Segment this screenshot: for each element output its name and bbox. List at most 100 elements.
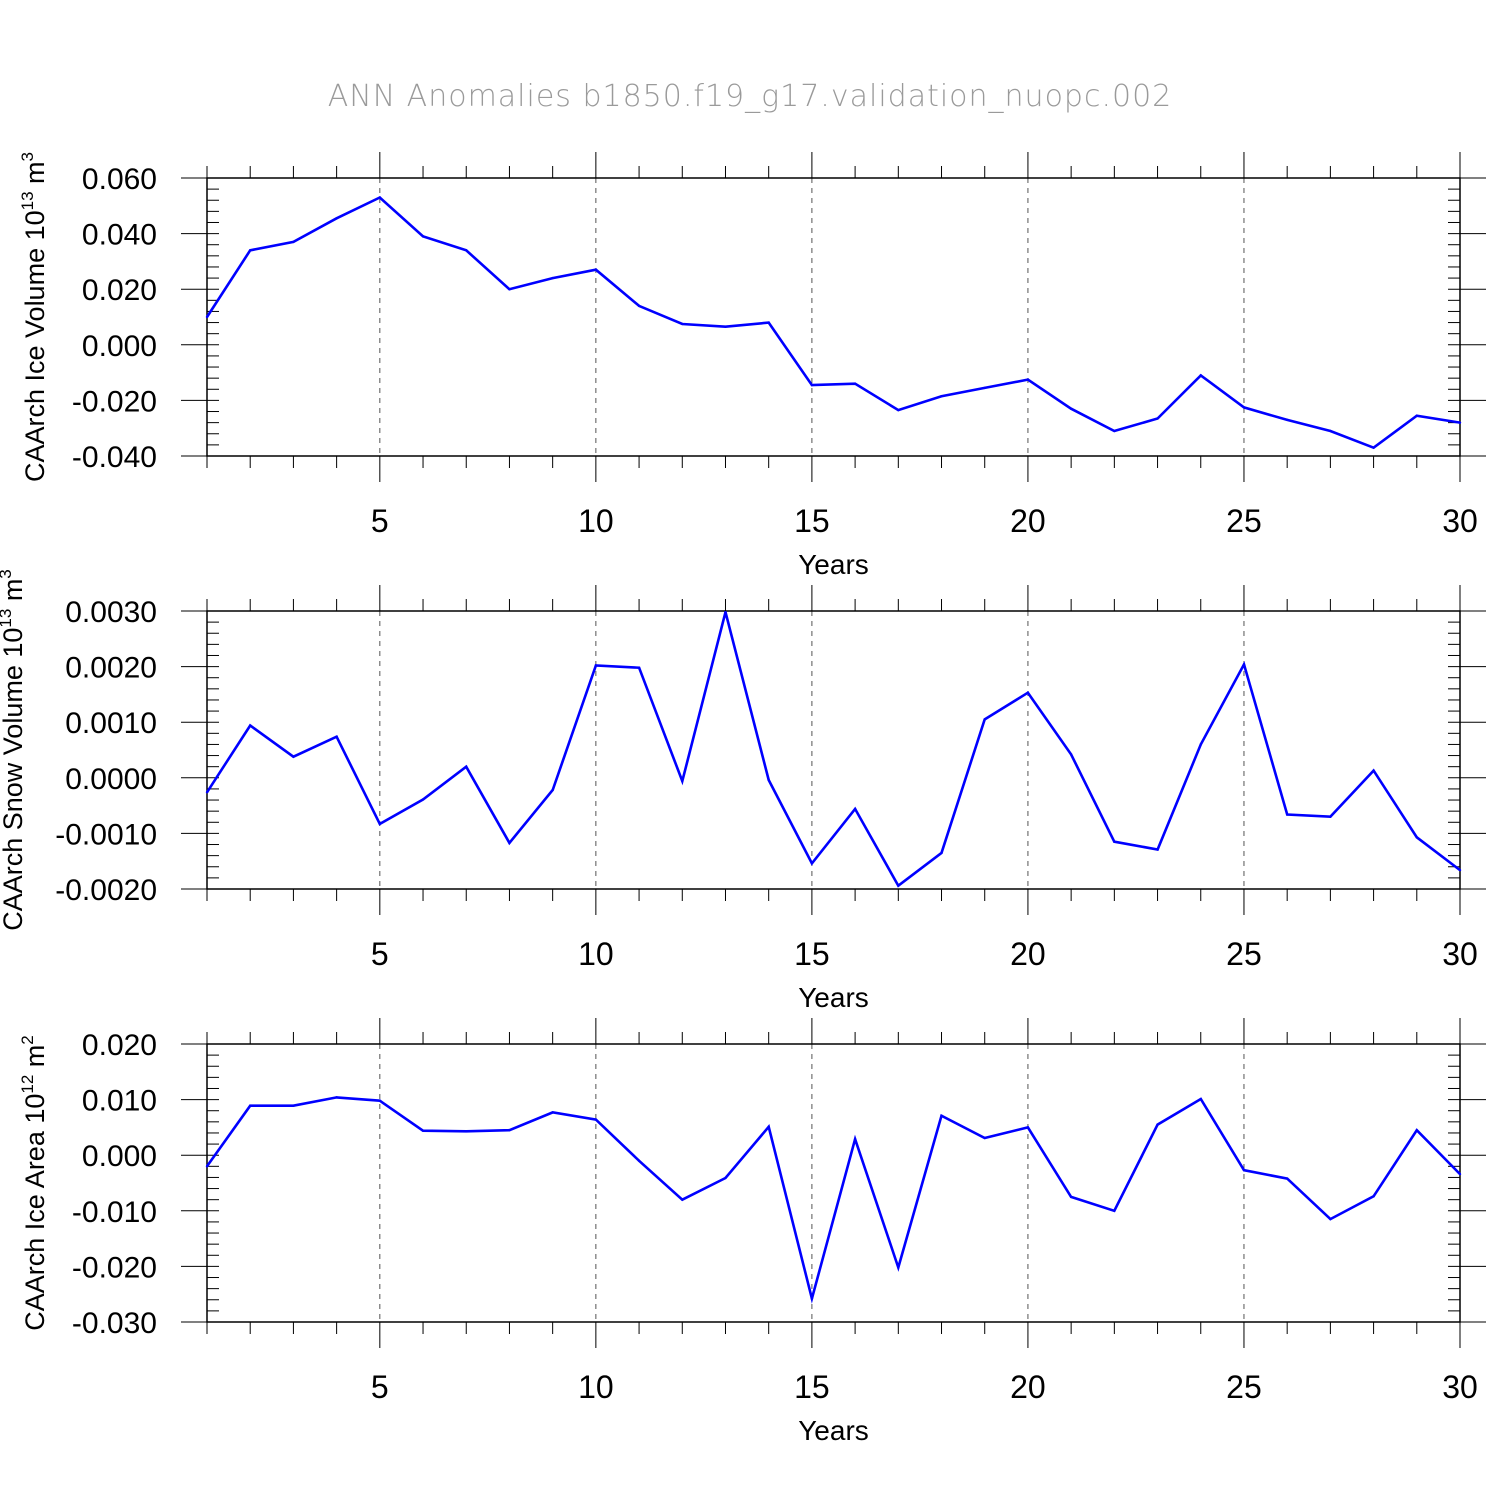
data-point: [421, 798, 425, 801]
plot-frame: [206, 610, 1461, 890]
y-tick-label: 0.0020: [65, 652, 157, 685]
panel-ice-area: -0.030 -0.020 -0.010 0.000 0.010 0.020 5 10 15 20…: [18, 1018, 1486, 1446]
data-point: [1458, 868, 1462, 872]
data-point: [983, 1136, 986, 1140]
data-point: [940, 1114, 943, 1117]
data-point: [1199, 743, 1202, 746]
y-axis-title: CAArch Snow Volume 1013 m3: [0, 569, 28, 931]
data-point: [1372, 769, 1375, 772]
y-tick-label: 0.000: [82, 330, 157, 363]
data-point: [767, 778, 770, 782]
y-axis-title-unit_exp: 3: [18, 152, 37, 161]
x-axis-title: Years: [798, 1415, 869, 1446]
y-axis-title-text: CAArch Snow Volume 10: [0, 628, 28, 931]
data-point: [1242, 663, 1246, 666]
data-point: [897, 1266, 900, 1269]
data-point: [205, 791, 209, 794]
data-point: [508, 1128, 511, 1132]
data-point: [1415, 1128, 1418, 1132]
data-point: [378, 822, 382, 826]
data-point: [292, 755, 295, 758]
data-point: [292, 240, 295, 244]
x-tick-label: 30: [1442, 936, 1478, 972]
data-point: [983, 386, 986, 390]
y-tick-label: 0.020: [82, 1029, 157, 1062]
data-point: [249, 1104, 252, 1107]
data-point: [1026, 1126, 1030, 1129]
data-point: [1199, 374, 1202, 377]
panels: -0.040 -0.020 0.000 0.020 0.040 0.060 5 10 15 20 2…: [0, 152, 1486, 1446]
y-tick-label: 0.040: [82, 219, 157, 252]
data-point: [205, 315, 209, 319]
y-tick-label: -0.020: [72, 1251, 157, 1284]
x-tick-label: 10: [578, 936, 614, 972]
x-tick-label: 15: [794, 1369, 830, 1405]
y-tick-label: -0.020: [72, 385, 157, 418]
data-point: [1156, 1123, 1159, 1126]
x-tick-label: 15: [794, 936, 830, 972]
y-axis-title-unit: m: [20, 161, 50, 191]
y-axis-title-exp: 12: [18, 1075, 37, 1094]
data-point: [810, 1297, 814, 1300]
data-point: [897, 408, 900, 412]
data-point: [1415, 836, 1418, 839]
data-point: [1242, 1169, 1246, 1172]
data-point: [551, 1111, 554, 1114]
data-point: [1372, 1195, 1375, 1198]
data-point: [637, 1159, 641, 1162]
y-tick-label: 0.0030: [65, 596, 157, 629]
y-axis-title: CAArch Ice Volume 1013 m3: [18, 152, 50, 482]
y-tick-label: 0.0000: [65, 763, 157, 796]
data-point: [1329, 815, 1332, 818]
data-point: [1329, 429, 1332, 433]
x-tick-label: 25: [1226, 936, 1262, 972]
data-point: [853, 1137, 857, 1141]
data-point: [1069, 753, 1073, 756]
data-point: [1285, 1177, 1289, 1180]
y-tick-label: -0.010: [72, 1196, 157, 1229]
data-point: [1285, 813, 1289, 816]
y-tick-label: 0.010: [82, 1085, 157, 1118]
data-point: [1458, 1172, 1462, 1176]
series-line-snow-volume: [205, 611, 1461, 888]
y-axis-title-unit_exp: 3: [0, 569, 15, 578]
data-point: [1026, 691, 1030, 694]
y-tick-label: -0.0020: [55, 874, 157, 907]
y-axis-title: CAArch Ice Area 1012 m2: [18, 1035, 50, 1331]
y-axis-title-unit_exp: 2: [18, 1035, 37, 1044]
data-point: [853, 382, 857, 385]
data-point: [767, 321, 770, 324]
data-point: [205, 1165, 209, 1168]
x-tick-label: 10: [578, 503, 614, 539]
data-point: [940, 395, 943, 398]
data-point: [810, 383, 814, 387]
x-tick-label: 5: [371, 936, 389, 972]
data-point: [1329, 1217, 1332, 1221]
data-point: [1069, 407, 1073, 410]
data-point: [1285, 418, 1289, 422]
data-point: [1026, 378, 1030, 381]
y-tick-label: 0.0010: [65, 707, 157, 740]
x-axis-title: Years: [798, 982, 869, 1013]
y-tick-label: -0.030: [72, 1307, 157, 1340]
data-point: [1113, 840, 1116, 843]
data-point: [1069, 1195, 1073, 1199]
data-point: [637, 304, 641, 308]
data-point: [378, 1099, 382, 1102]
x-tick-label: 15: [794, 503, 830, 539]
data-point: [637, 666, 641, 669]
y-axis-title-text: CAArch Ice Area 10: [20, 1094, 50, 1331]
data-point: [681, 1198, 684, 1201]
data-point: [551, 788, 554, 792]
data-point: [767, 1125, 770, 1129]
y-tick-label: -0.0010: [55, 818, 157, 851]
data-point: [421, 235, 425, 238]
data-point: [1415, 414, 1418, 417]
y-axis-title-unit: m: [20, 1045, 50, 1075]
data-point: [508, 288, 511, 291]
data-point: [1372, 446, 1375, 449]
data-point: [465, 765, 468, 768]
chart-title: ANN Anomalies b1850.f19_g17.validation_n…: [328, 79, 1173, 114]
